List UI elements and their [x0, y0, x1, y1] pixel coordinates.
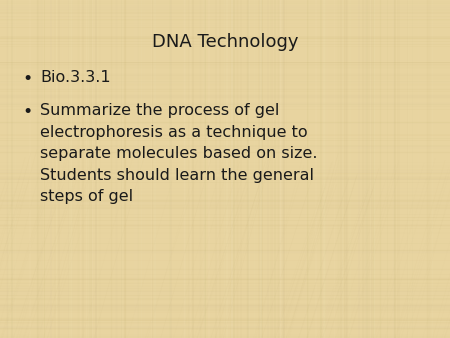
Text: Bio.3.3.1: Bio.3.3.1	[40, 70, 111, 85]
Text: Summarize the process of gel
electrophoresis as a technique to
separate molecule: Summarize the process of gel electrophor…	[40, 103, 318, 204]
Text: •: •	[22, 70, 32, 88]
Text: •: •	[22, 103, 32, 121]
Text: DNA Technology: DNA Technology	[152, 33, 298, 51]
